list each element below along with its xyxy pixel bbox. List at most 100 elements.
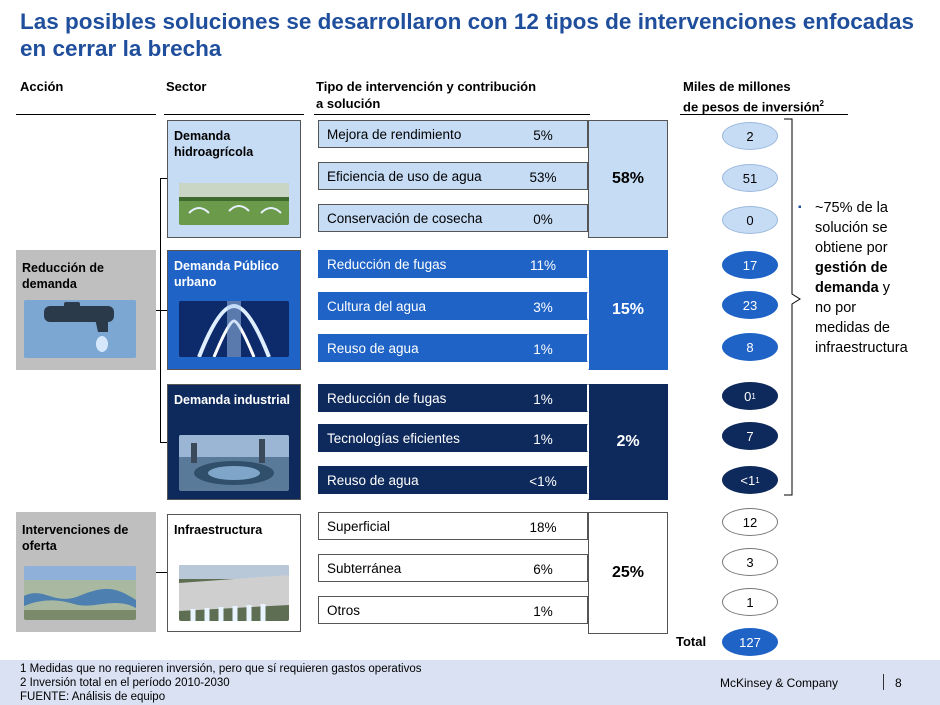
intervention-item: Eficiencia de uso de agua 53% (318, 162, 588, 190)
sector-publico-urbano: Demanda Público urbano (167, 250, 301, 370)
callout-line1: ~75% de la (815, 200, 888, 216)
investment-footnote-ref: 1 (751, 391, 756, 401)
intervention-item: Mejora de rendimiento 5% (318, 120, 588, 148)
header-miles: Miles de millones de pesos de inversión2 (683, 78, 824, 115)
header-miles-sup: 2 (819, 99, 824, 108)
intervention-pct: 1% (533, 604, 553, 619)
intervention-pct: 11% (529, 258, 557, 273)
investment-oval: 7 (722, 422, 778, 450)
header-accion: Acción (20, 79, 64, 94)
investment-value: 51 (742, 170, 758, 186)
intervention-pct: 5% (533, 128, 553, 143)
investment-oval: <1 1 (722, 466, 778, 494)
page-number: 8 (895, 676, 902, 690)
intervention-name: Conservación de cosecha (327, 211, 483, 226)
intervention-item: Reuso de agua 1% (318, 334, 588, 362)
sector-urbano-label: Demanda Público urbano (174, 259, 279, 289)
intervention-item: Cultura del agua 3% (318, 292, 588, 320)
intervention-item: Subterránea 6% (318, 554, 588, 582)
intervention-name: Otros (327, 603, 361, 618)
sector-hidroagricola: Demanda hidroagrícola (167, 120, 301, 238)
intervention-name: Tecnologías eficientes (327, 431, 460, 446)
sector-industrial: Demanda industrial (167, 384, 301, 500)
connector-hidro (160, 178, 168, 179)
intervention-item: Reducción de fugas 11% (318, 250, 588, 278)
faucet-photo (24, 300, 136, 358)
intervention-name: Cultura del agua (327, 299, 427, 314)
intervention-name: Eficiencia de uso de agua (327, 169, 482, 184)
investment-oval: 0 (722, 206, 778, 234)
sector-infra-label: Infraestructura (174, 523, 263, 537)
investment-value: 23 (742, 297, 758, 313)
investment-oval: 3 (722, 548, 778, 576)
intervention-pct: 0% (533, 212, 553, 227)
header-tipo: Tipo de intervención y contribución a so… (316, 78, 536, 112)
intervention-pct: 1% (533, 392, 553, 407)
sector-industrial-label: Demanda industrial (174, 393, 290, 407)
callout-line6: no por (815, 300, 857, 316)
intervention-pct: 53% (529, 170, 557, 185)
investment-value: 12 (742, 514, 758, 530)
intervention-name: Reuso de agua (327, 341, 419, 356)
investment-value: 8 (746, 339, 754, 355)
header-miles-line2: de pesos de inversión (683, 99, 820, 115)
action-reduccion-label: Reducción de demanda (22, 261, 104, 291)
intervention-item: Superficial 18% (318, 512, 588, 540)
intervention-pct: 18% (529, 520, 557, 535)
connector-urbano (160, 310, 168, 311)
group-total: 25% (588, 512, 668, 634)
river-photo (24, 566, 136, 620)
intervention-name: Reuso de agua (327, 473, 419, 488)
intervention-pct: 1% (533, 342, 553, 357)
footnote-1: 1 Medidas que no requieren inversión, pe… (20, 663, 422, 675)
intervention-name: Mejora de rendimiento (327, 127, 462, 142)
investment-value: <1 (740, 472, 756, 488)
intervention-pct: 6% (533, 562, 553, 577)
callout-line3: obtiene por (815, 240, 888, 256)
header-miles-line1: Miles de millones (683, 79, 791, 94)
investment-value: 0 (746, 212, 754, 228)
investment-oval: 1 (722, 588, 778, 616)
investment-value: 2 (746, 128, 754, 144)
header-underline-miles (680, 114, 848, 115)
header-tipo-line1: Tipo de intervención y contribución (316, 79, 537, 94)
header-underline-accion (16, 114, 156, 115)
investment-oval: 23 (722, 291, 778, 319)
investment-oval: 17 (722, 251, 778, 279)
investment-value: 7 (746, 428, 754, 444)
investment-value: 17 (742, 257, 758, 273)
investment-oval: 8 (722, 333, 778, 361)
total-oval: 127 (722, 628, 778, 656)
footer: 1 Medidas que no requieren inversión, pe… (0, 660, 940, 705)
intervention-name: Subterránea (327, 561, 402, 576)
intervention-name: Reducción de fugas (327, 391, 447, 406)
intervention-item: Reuso de agua <1% (318, 466, 588, 494)
page-title: Las posibles soluciones se desarrollaron… (20, 9, 915, 61)
callout-line5-bold: demanda (815, 280, 879, 296)
footer-company: McKinsey & Company (720, 676, 839, 690)
sector-infraestructura: Infraestructura (167, 514, 301, 632)
intervention-pct: 3% (533, 300, 553, 315)
callout-line4: gestión de (815, 260, 888, 276)
header-sector: Sector (166, 79, 207, 94)
group-total: 2% (588, 384, 668, 500)
group-total: 58% (588, 120, 668, 238)
intervention-item: Reducción de fugas 1% (318, 384, 588, 412)
header-underline-tipo (314, 114, 590, 115)
investment-oval: 51 (722, 164, 778, 192)
group-total: 15% (588, 250, 668, 370)
investment-value: 3 (746, 554, 754, 570)
callout-bullet: ▪ (798, 202, 802, 213)
header-underline-sector (164, 114, 304, 115)
intervention-name: Reducción de fugas (327, 257, 447, 272)
intervention-item: Conservación de cosecha 0% (318, 204, 588, 232)
investment-oval: 2 (722, 122, 778, 150)
investment-value: 1 (746, 594, 754, 610)
callout-line2: solución se (815, 220, 888, 236)
sector-hidro-label: Demanda hidroagrícola (174, 129, 254, 159)
intervention-name: Superficial (327, 519, 391, 534)
investment-oval: 12 (722, 508, 778, 536)
action-oferta-label: Intervenciones de oferta (22, 523, 129, 553)
header-tipo-line2: a solución (316, 96, 381, 111)
